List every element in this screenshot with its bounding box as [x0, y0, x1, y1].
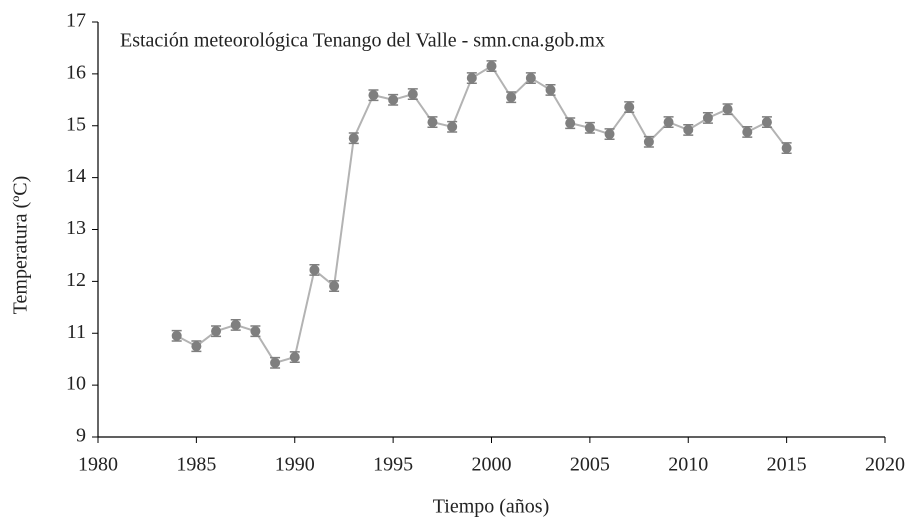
y-axis-label: Temperatura (ºC) — [10, 176, 32, 315]
data-point — [643, 136, 654, 147]
y-tick-label: 17 — [66, 10, 86, 32]
data-point — [565, 118, 576, 129]
data-point — [761, 117, 772, 128]
x-tick-label: 2005 — [570, 454, 610, 476]
x-tick-label: 2020 — [865, 454, 905, 476]
y-tick-label: 11 — [67, 321, 86, 343]
x-tick-label: 2015 — [767, 454, 807, 476]
data-point — [427, 117, 438, 128]
data-point — [742, 126, 753, 137]
x-tick-label: 2010 — [668, 454, 708, 476]
data-point — [388, 94, 399, 105]
data-point — [525, 73, 536, 84]
data-point — [781, 143, 792, 154]
y-tick-label: 9 — [76, 425, 86, 447]
data-point — [702, 112, 713, 123]
y-tick-label: 13 — [66, 217, 86, 239]
data-point — [289, 352, 300, 363]
data-point — [447, 121, 458, 132]
data-point — [466, 73, 477, 84]
data-point — [191, 341, 202, 352]
x-tick-label: 1985 — [176, 454, 216, 476]
x-tick-label: 1980 — [78, 454, 118, 476]
data-point — [211, 326, 222, 337]
x-tick-label: 2000 — [472, 454, 512, 476]
y-tick-label: 10 — [66, 373, 86, 395]
data-point — [329, 281, 340, 292]
data-point — [309, 264, 320, 275]
series-line — [176, 64, 788, 364]
data-point — [663, 117, 674, 128]
data-point — [348, 133, 359, 144]
data-point — [270, 357, 281, 368]
data-point — [368, 90, 379, 101]
data-point — [604, 129, 615, 140]
data-point — [250, 326, 261, 337]
x-axis-label: Tiempo (años) — [433, 496, 549, 518]
x-tick-label: 1995 — [373, 454, 413, 476]
y-tick-label: 15 — [66, 113, 86, 135]
data-point — [584, 122, 595, 133]
data-point — [171, 330, 182, 341]
y-tick-label: 14 — [66, 165, 86, 187]
y-tick-label: 12 — [66, 269, 86, 291]
data-point — [407, 89, 418, 100]
data-point — [683, 124, 694, 135]
data-point — [624, 102, 635, 113]
data-point — [545, 84, 556, 95]
data-point — [722, 104, 733, 115]
data-point — [230, 319, 241, 330]
data-point — [506, 92, 517, 103]
data-point — [486, 61, 497, 72]
annotation: Estación meteorológica Tenango del Valle… — [120, 30, 605, 52]
x-tick-label: 1990 — [275, 454, 315, 476]
y-tick-label: 16 — [66, 61, 86, 83]
